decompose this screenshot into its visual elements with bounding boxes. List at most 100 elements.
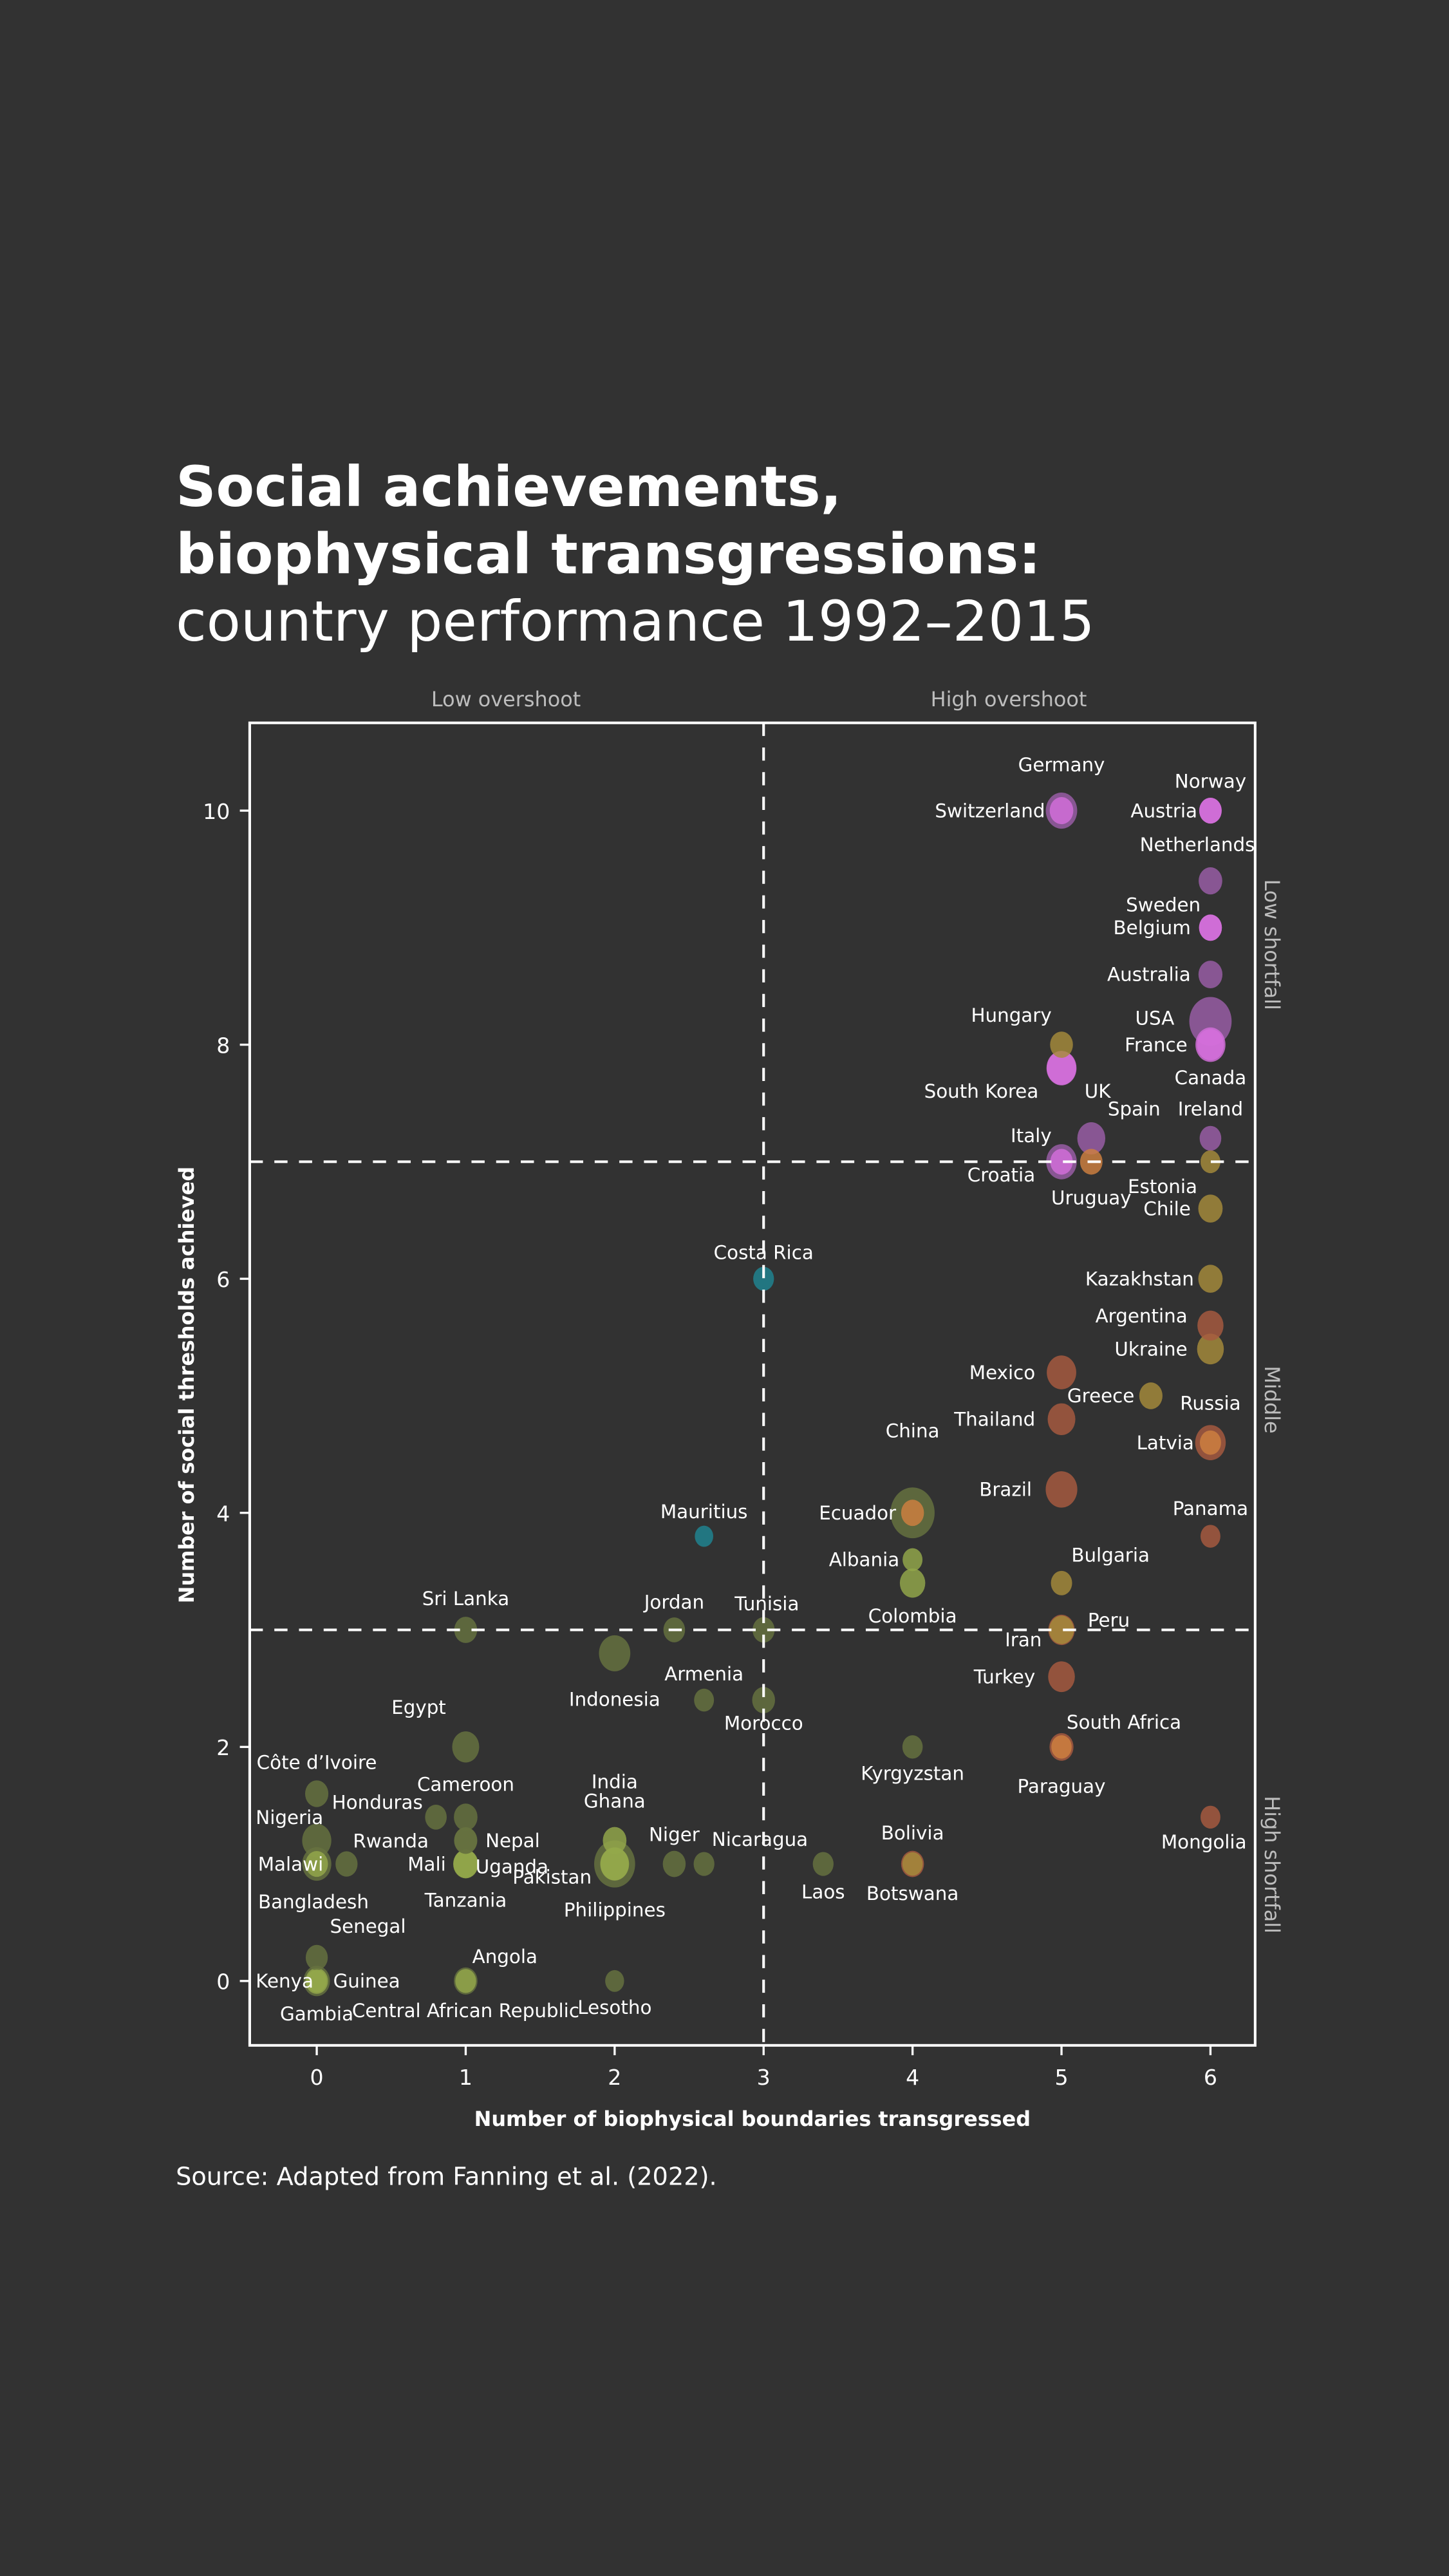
country-label-south-africa: South Africa [1067, 1711, 1181, 1733]
country-label-niger: Niger [649, 1823, 700, 1845]
country-label-nepal: Nepal [485, 1830, 540, 1852]
y-axis-label: Number of social thresholds achieved [174, 1167, 199, 1603]
country-label-canada: Canada [1175, 1067, 1247, 1089]
bubble-niger [662, 1850, 686, 1877]
country-label-honduras: Honduras [332, 1792, 423, 1814]
bubble-morocco [752, 1687, 776, 1713]
country-label-senegal: Senegal [330, 1915, 406, 1937]
bubble-layer [302, 793, 1232, 1997]
bubble-paraguay [1051, 1735, 1072, 1759]
quadrant-label-high-shortfall: High shortfall [1260, 1796, 1284, 1933]
y-tick-label: 4 [216, 1501, 230, 1526]
bubble-sri-lanka [454, 1617, 478, 1643]
country-label-argentina: Argentina [1096, 1305, 1188, 1327]
country-label-hungary: Hungary [971, 1004, 1051, 1026]
country-label-bangladesh: Bangladesh [258, 1891, 369, 1913]
country-label-botswana: Botswana [866, 1883, 958, 1904]
bubble-mexico [1047, 1355, 1076, 1389]
country-label-mauritius: Mauritius [660, 1501, 748, 1523]
country-label-kyrgyzstan: Kyrgyzstan [861, 1762, 964, 1784]
country-label-croatia: Croatia [968, 1164, 1035, 1186]
country-label-netherlands: Netherlands [1140, 834, 1255, 856]
bubble-latvia [1199, 1430, 1221, 1455]
country-label-cote-d-ivoire: Côte d’Ivoire [257, 1752, 377, 1774]
country-label-russia: Russia [1180, 1393, 1240, 1415]
bubble-cameroon [454, 1803, 478, 1831]
bubble-albania [902, 1548, 923, 1572]
country-label-angola: Angola [472, 1946, 538, 1968]
country-label-switzerland: Switzerland [935, 800, 1045, 822]
bubble-estonia [1200, 1150, 1220, 1174]
country-label-south-korea: South Korea [924, 1080, 1039, 1102]
bubble-cote-d-ivoire [304, 1780, 329, 1807]
x-tick-label: 5 [1054, 2065, 1068, 2090]
country-label-australia: Australia [1107, 964, 1191, 986]
bubble-colombia [899, 1568, 926, 1598]
bubble-malawi [305, 1850, 328, 1877]
country-label-latvia: Latvia [1137, 1432, 1194, 1454]
quadrant-label-low-shortfall: Low shortfall [1260, 879, 1284, 1010]
country-label-panama: Panama [1173, 1498, 1248, 1519]
country-label-norway: Norway [1175, 770, 1246, 792]
bubble-panama [1200, 1525, 1220, 1548]
bubble-mongolia [1200, 1805, 1220, 1829]
bubble-nepal [454, 1827, 478, 1854]
bubble-bulgaria [1051, 1570, 1072, 1595]
bubble-netherlands [1199, 867, 1222, 895]
x-tick-label: 6 [1204, 2065, 1217, 2090]
threshold-lines [249, 722, 1255, 2045]
country-label-ghana: Ghana [584, 1791, 646, 1812]
country-label-kazakhstan: Kazakhstan [1085, 1268, 1194, 1290]
country-label-bolivia: Bolivia [881, 1822, 944, 1844]
bubble-philippines [600, 1847, 629, 1881]
country-label-uk: UK [1085, 1080, 1111, 1102]
country-label-malawi: Malawi [258, 1853, 324, 1875]
bubble-greece [1139, 1382, 1163, 1409]
country-label-lesotho: Lesotho [577, 1997, 651, 2018]
country-label-germany: Germany [1018, 754, 1105, 776]
country-label-china: China [886, 1420, 940, 1442]
y-tick-label: 0 [216, 1970, 230, 1995]
y-tick-label: 10 [203, 799, 230, 824]
bubble-nicaragua [693, 1852, 715, 1876]
country-label-india: India [592, 1771, 638, 1793]
country-label-armenia: Armenia [664, 1663, 743, 1685]
bubble-brazil [1045, 1471, 1078, 1508]
bubble-ghana [603, 1827, 627, 1854]
country-label-tanzania: Tanzania [424, 1889, 507, 1911]
bubble-honduras [425, 1805, 447, 1830]
bubble-switzerland [1049, 796, 1074, 825]
country-label-greece: Greece [1067, 1385, 1134, 1407]
quadrant-label-low-overshoot: Low overshoot [431, 687, 581, 711]
bubble-kazakhstan [1198, 1264, 1223, 1293]
y-tick-label: 6 [216, 1267, 230, 1292]
quadrant-label-high-overshoot: High overshoot [931, 687, 1087, 711]
country-label-mali: Mali [407, 1853, 446, 1875]
country-label-mexico: Mexico [969, 1362, 1035, 1384]
country-label-gambia: Gambia [280, 2003, 353, 2025]
bubble-ukraine [1197, 1333, 1224, 1365]
country-label-estonia: Estonia [1128, 1176, 1197, 1198]
bubble-australia [1198, 961, 1223, 988]
x-tick-label: 2 [608, 2065, 621, 2090]
country-label-central-african-republic: Central African Republic [352, 2000, 579, 2022]
country-label-mongolia: Mongolia [1161, 1831, 1247, 1853]
country-label-ukraine: Ukraine [1114, 1338, 1187, 1360]
y-tick-label: 2 [216, 1735, 230, 1760]
country-label-peru: Peru [1088, 1609, 1130, 1631]
bubble-lesotho [605, 1970, 624, 1992]
bubble-armenia [694, 1688, 715, 1712]
country-label-morocco: Morocco [724, 1713, 803, 1735]
country-label-austria: Austria [1130, 800, 1197, 822]
country-label-cameroon: Cameroon [417, 1774, 514, 1796]
bubble-egypt [452, 1731, 480, 1763]
bubble-central-african-republic [455, 1969, 476, 1993]
source-note: Source: Adapted from Fanning et al. (202… [176, 2163, 717, 2192]
bubble-spain [1077, 1122, 1106, 1155]
country-label-ecuador: Ecuador [819, 1502, 897, 1524]
country-label-laos: Laos [801, 1881, 845, 1903]
country-label-france: France [1125, 1034, 1188, 1056]
x-tick-label: 3 [757, 2065, 771, 2090]
bubble-indonesia [599, 1635, 631, 1671]
